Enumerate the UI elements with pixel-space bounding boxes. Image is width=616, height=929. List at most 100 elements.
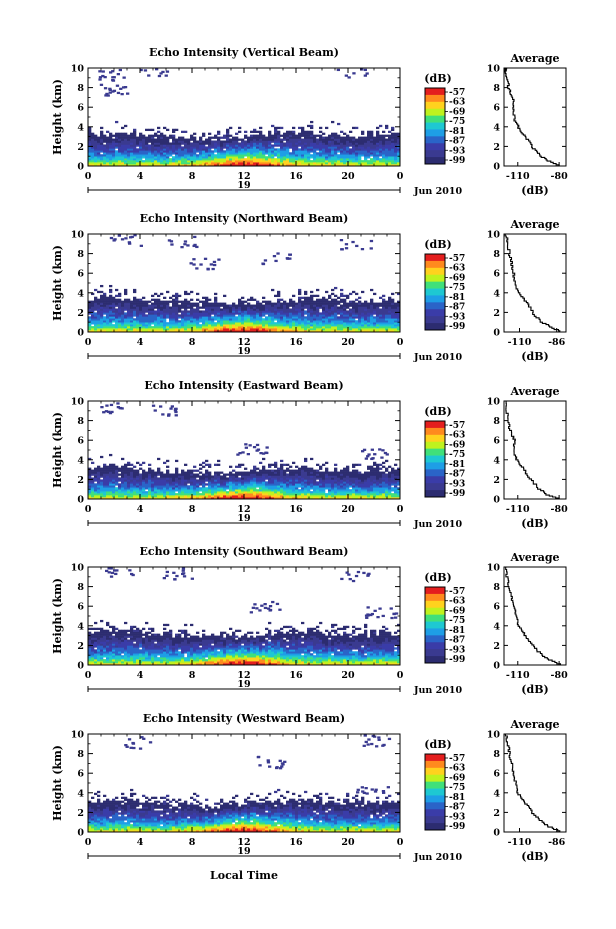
heat-cell — [286, 469, 290, 472]
heat-cell — [379, 314, 383, 317]
heat-cell — [271, 475, 275, 478]
heat-cell — [175, 296, 179, 299]
heat-cell — [376, 310, 380, 313]
heat-cell — [151, 495, 155, 498]
heat-cell — [121, 328, 125, 331]
heat-cell — [283, 491, 287, 494]
heat-cell — [190, 136, 194, 139]
heat-cell — [283, 485, 287, 488]
heat-cell — [208, 140, 212, 143]
heat-cell — [205, 152, 209, 155]
heat-cell — [229, 314, 233, 317]
colorbar-swatch — [425, 88, 445, 96]
heat-cell — [151, 491, 155, 494]
heat-cell — [133, 144, 137, 147]
heat-cell — [373, 292, 377, 296]
heat-cell — [124, 465, 128, 468]
heat-cell — [307, 475, 311, 478]
x-tick-label: 8 — [189, 337, 196, 348]
heat-cell — [241, 479, 245, 482]
heat-cell — [94, 473, 98, 476]
heat-cell — [292, 491, 296, 494]
heat-cell — [337, 324, 341, 327]
heat-cell — [361, 142, 365, 145]
heat-cell — [310, 469, 314, 472]
heat-cell — [154, 477, 158, 480]
heat-cell — [208, 318, 212, 321]
heat-cell — [241, 158, 245, 161]
heat-cell — [184, 324, 188, 327]
heat-cell — [277, 483, 281, 486]
heat-cell — [220, 160, 224, 163]
heat-cell — [121, 142, 125, 145]
heat-cell — [250, 320, 254, 323]
heat-cell — [334, 162, 338, 165]
heat-cell — [220, 136, 224, 139]
heat-cell — [262, 142, 266, 145]
heat-cell — [157, 457, 161, 461]
heat-cell — [268, 320, 272, 323]
heat-cell — [367, 148, 371, 151]
heat-cell — [172, 160, 176, 163]
heat-cell — [382, 328, 386, 331]
heat-cell — [376, 324, 380, 327]
heat-cell — [160, 134, 164, 137]
heat-cell — [160, 150, 164, 153]
heat-cell — [202, 493, 206, 496]
heat-cell — [208, 479, 212, 482]
heat-cell — [205, 296, 209, 299]
heat-cell — [181, 483, 185, 486]
heat-cell — [313, 322, 317, 325]
heat-cell — [213, 263, 217, 267]
heat-cell — [244, 300, 248, 303]
heat-cell — [265, 487, 269, 490]
heat-cell — [202, 481, 206, 484]
heat-cell — [127, 298, 131, 301]
heat-cell — [187, 497, 191, 500]
heat-cell — [292, 154, 296, 157]
heat-cell — [178, 316, 182, 319]
heat-cell — [238, 483, 242, 486]
heat-cell — [118, 487, 122, 490]
heat-cell — [355, 158, 359, 161]
heat-cell — [250, 306, 254, 309]
heat-cell — [217, 483, 221, 486]
heat-cell — [133, 130, 137, 133]
heat-cell — [130, 314, 134, 317]
heat-cell — [256, 140, 260, 143]
heat-cell — [379, 320, 383, 323]
heat-cell — [211, 330, 215, 333]
heat-cell — [154, 162, 158, 165]
heat-cell — [163, 314, 167, 317]
heat-cell — [316, 142, 320, 145]
heat-cell — [346, 316, 350, 319]
heat-cell — [178, 314, 182, 317]
heat-cell — [112, 483, 116, 486]
heat-cell — [202, 477, 206, 480]
heat-cell — [229, 491, 233, 494]
heat-cell — [265, 324, 269, 327]
heat-cell — [151, 156, 155, 159]
heat-cell — [295, 497, 299, 500]
heat-cell — [139, 330, 143, 333]
heat-cell — [193, 489, 197, 492]
heat-cell — [376, 326, 380, 329]
heat-cell — [322, 302, 326, 305]
heat-cell — [379, 304, 383, 307]
heat-cell — [214, 493, 218, 496]
heat-cell — [244, 314, 248, 317]
heat-cell — [118, 294, 122, 298]
heat-cell — [319, 142, 323, 145]
heat-cell — [136, 300, 140, 303]
heat-cell — [121, 465, 125, 468]
heat-cell — [232, 308, 236, 311]
heat-cell — [304, 144, 308, 147]
heat-cell — [91, 495, 95, 498]
average-y-tick-label: 0 — [493, 328, 500, 339]
heat-cell — [310, 322, 314, 325]
heat-cell — [298, 314, 302, 317]
colorbar-swatch — [425, 143, 445, 151]
heat-cell — [193, 481, 197, 484]
heat-cell — [289, 322, 293, 325]
heat-cell — [256, 150, 260, 153]
